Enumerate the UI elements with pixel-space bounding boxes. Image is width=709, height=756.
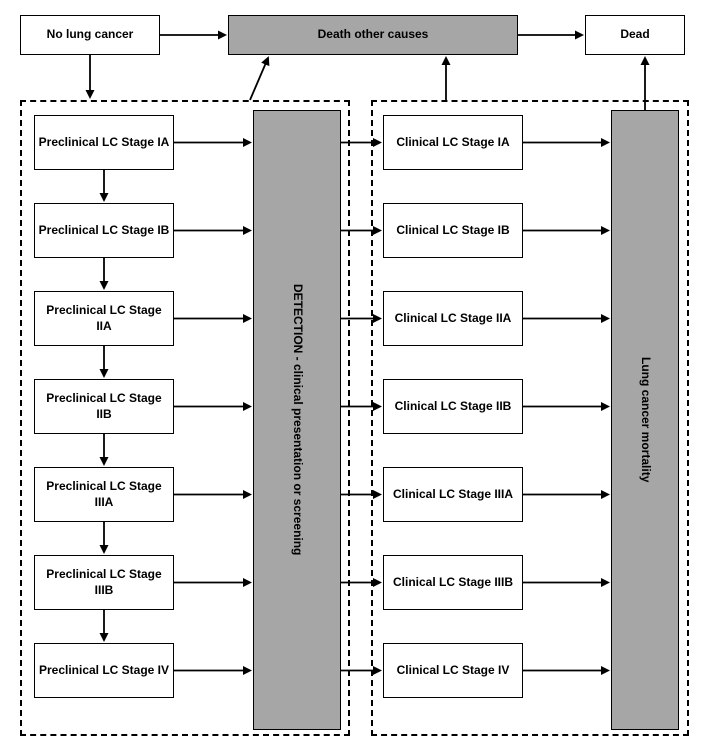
clinical-stage-box: Clinical LC Stage IIA (383, 291, 523, 346)
clinical-stage-box: Clinical LC Stage IIB (383, 379, 523, 434)
preclinical-stage-box: Preclinical LC Stage IB (34, 203, 174, 258)
preclinical-stage-box: Preclinical LC Stage IA (34, 115, 174, 170)
clinical-stage-box: Clinical LC Stage IIIB (383, 555, 523, 610)
preclinical-stage-box: Preclinical LC Stage IIIA (34, 467, 174, 522)
clinical-stage-box: Clinical LC Stage IV (383, 643, 523, 698)
preclinical-stage-box: Preclinical LC Stage IIB (34, 379, 174, 434)
clinical-stage-box: Clinical LC Stage IB (383, 203, 523, 258)
detection-box: DETECTION - clinical presentation or scr… (253, 110, 341, 730)
death-other-causes-box: Death other causes (228, 15, 518, 55)
clinical-stage-box: Clinical LC Stage IA (383, 115, 523, 170)
preclinical-stage-box: Preclinical LC Stage IIA (34, 291, 174, 346)
lung-cancer-mortality-box: Lung cancer mortality (611, 110, 679, 730)
preclinical-stage-box: Preclinical LC Stage IIIB (34, 555, 174, 610)
preclinical-stage-box: Preclinical LC Stage IV (34, 643, 174, 698)
dead-box: Dead (585, 15, 685, 55)
clinical-stage-box: Clinical LC Stage IIIA (383, 467, 523, 522)
no-lung-cancer-box: No lung cancer (20, 15, 160, 55)
